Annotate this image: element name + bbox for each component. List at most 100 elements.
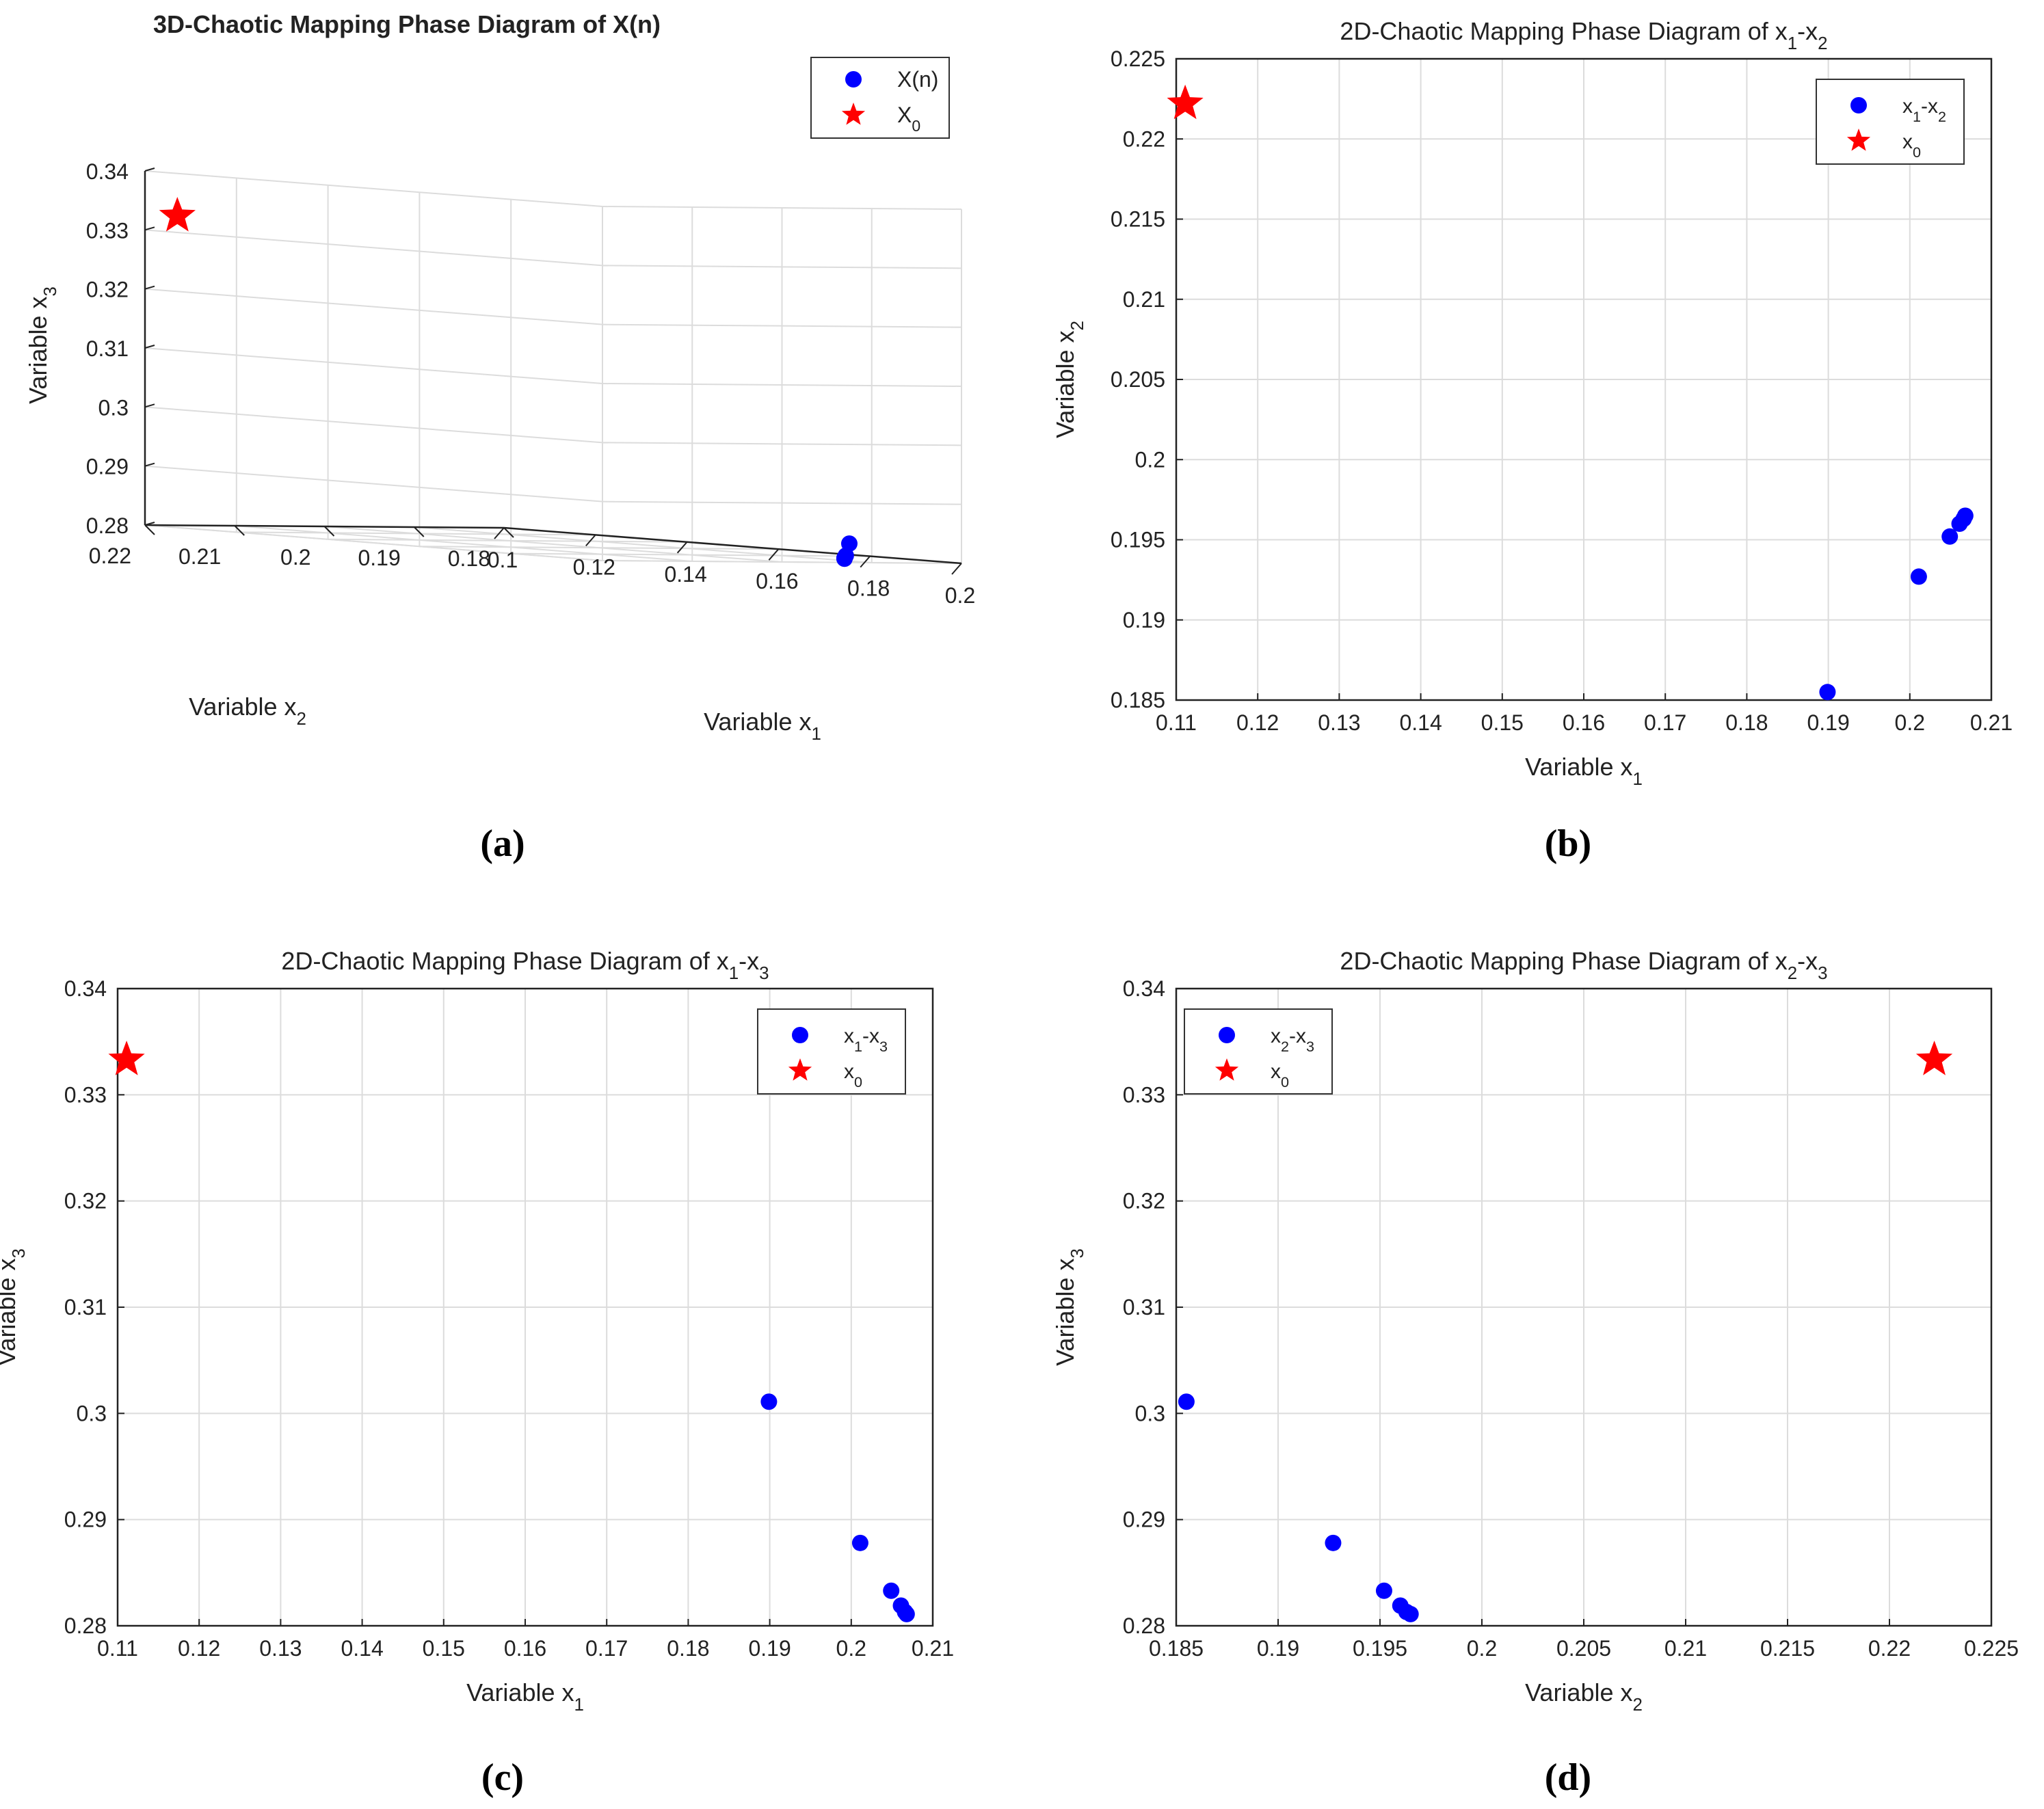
panel-a-x-tick [860,555,871,568]
panel-c-data-point [898,1605,915,1622]
panel-c-y-tick-label: 0.3 [77,1401,107,1425]
panel-b-x-tick-label: 0.21 [1970,710,2013,735]
panel-c-y-tick-label: 0.32 [64,1189,107,1214]
panel-a-legend-label-1: X0 [897,103,920,135]
panel-a-z-tick-label: 0.29 [86,455,129,479]
panel-b-x-tick-label: 0.18 [1725,710,1768,735]
panel-a-x-tick [951,563,962,575]
panel-d-legend-dot-marker [1219,1027,1235,1043]
panel-a-y-tick-label: 0.22 [89,544,131,568]
panel-c-legend-dot-marker [792,1027,808,1043]
panel-d-y-tick-label: 0.29 [1123,1508,1165,1532]
panel-c-y-axis-label: Variable x3 [0,1248,29,1366]
panel-a-y-tick-label: 0.19 [358,546,400,570]
panel-a-side-wall-gridline [602,206,962,210]
panel-a-z-tick-label: 0.3 [98,395,129,420]
panel-a-3d-chart: 0.1 0.12 0.14 0.16 0.18 0.2 0.18 0.19 0.2 0.21 0.2… [24,10,975,744]
panel-a-x-tick-label: 0.14 [664,562,706,587]
panel-c-legend-label-1: x0 [844,1060,862,1090]
panel-a-back-wall-gridline [144,347,603,384]
panel-c-axes-box [116,987,934,1627]
panel-c-x-axis-label: Variable x1 [466,1678,584,1715]
panel-a-back-wall-gridline [144,170,603,207]
panel-c-y-tick-label: 0.29 [64,1508,107,1532]
panel-a-legend-star-marker [841,103,866,125]
panel-c-x-tick-label: 0.21 [912,1636,954,1661]
panel-d-y-tick-label: 0.34 [1123,976,1165,1001]
panel-a-y-tick [323,526,335,537]
panel-b-x-tick-label: 0.2 [1895,710,1925,735]
panel-b-x-tick-label: 0.19 [1807,710,1849,735]
panel-c-data-point [883,1582,900,1599]
panel-b-x-tick-label: 0.14 [1399,710,1442,735]
panel-a-z-tick [144,522,155,526]
panel-b-x-tick-label: 0.12 [1236,710,1279,735]
panel-b-data-point [1910,568,1927,585]
panel-d-x-tick-label: 0.19 [1257,1636,1299,1661]
panel-c-x-tick-label: 0.2 [836,1636,866,1661]
panel-d-legend-label-0: x2-x3 [1271,1025,1314,1055]
panel-b-y-tick-label: 0.215 [1111,207,1165,232]
panel-a-z-tick [144,462,155,467]
panel-c-x-tick-label: 0.14 [341,1636,383,1661]
panel-d-x0-star [1915,1041,1953,1075]
panel-d-legend-star-marker [1215,1058,1239,1081]
panel-a-x-tick [585,534,596,547]
panel-a-side-wall-gridline [602,383,962,387]
panel-c-y-tick-label: 0.34 [64,976,107,1001]
panel-b-data-point [1956,507,1974,524]
panel-b-y-tick-label: 0.195 [1111,528,1165,552]
panel-a-z-tick [144,345,155,349]
panel-a-title: 3D-Chaotic Mapping Phase Diagram of X(n) [153,10,661,38]
panel-a-side-wall-gridline [602,500,962,505]
panel-b-title: 2D-Chaotic Mapping Phase Diagram of x1-x… [1340,17,1827,53]
panel-a-y-tick-label: 0.21 [178,544,221,569]
panel-a-z-tick-label: 0.33 [86,218,129,243]
panel-a-side-wall-gridline [602,560,962,564]
panel-a-back-wall-gridline [144,406,603,444]
panel-d-legend-box [1184,1008,1333,1095]
panel-d-data-point [1325,1534,1342,1551]
panel-c-data-point [760,1393,778,1410]
panel-a-z-tick [144,168,155,172]
panel-c-legend-star-marker [788,1058,812,1081]
panel-c-legend-box [757,1008,906,1095]
panel-a-floor-gridline [414,526,872,563]
panel-b-chart: 0.11 0.12 0.13 0.14 0.15 0.16 0.17 0.18 0.19 0.2 0… [1051,17,2013,789]
panel-d-legend-label-1: x0 [1271,1060,1289,1090]
panel-b-x-tick-label: 0.11 [1156,710,1197,735]
panel-b-y-tick-label: 0.225 [1111,46,1165,71]
panel-b-x-tick-label: 0.13 [1318,710,1360,735]
panel-b-x-axis-label: Variable x1 [1525,753,1643,789]
panel-a-back-wall-gridline [144,524,603,561]
panel-d-title: 2D-Chaotic Mapping Phase Diagram of x2-x… [1340,947,1827,983]
panel-b-x-tick-label: 0.15 [1481,710,1524,735]
panel-a-legend-dot-marker [845,71,862,88]
panel-b-legend-label-1: x0 [1902,131,1921,161]
panel-a-x-tick-label: 0.16 [756,569,798,593]
panel-d-y-tick-label: 0.32 [1123,1189,1165,1214]
panel-b-y-tick-label: 0.185 [1111,688,1165,712]
panel-c-x0-star [108,1041,145,1075]
panel-d-x-tick-label: 0.21 [1664,1636,1707,1661]
panel-a-y-tick [144,524,155,535]
panel-c-x-tick-label: 0.12 [178,1636,220,1661]
panel-d-y-tick-label: 0.33 [1123,1082,1165,1107]
panel-c-x-tick-label: 0.18 [667,1636,709,1661]
panel-a-x-tick [768,548,780,561]
panel-d-data-point [1178,1393,1195,1410]
panel-d-x-axis-label: Variable x2 [1525,1678,1643,1715]
panel-a-z-tick-label: 0.34 [86,159,129,184]
panel-c-x-tick-label: 0.15 [423,1636,465,1661]
panel-d-x-tick-label: 0.195 [1353,1636,1407,1661]
panel-d-x-tick-label: 0.225 [1964,1636,2019,1661]
caption-c: (c) [481,1756,524,1799]
panel-c-legend-label-0: x1-x3 [844,1025,888,1055]
panel-c-y-tick-label: 0.31 [64,1295,107,1319]
panel-a-y-tick [503,527,514,538]
panel-d-chart: 0.185 0.19 0.195 0.2 0.205 0.21 0.215 0.22 0.225… [1051,947,2019,1715]
panel-d-x-tick-label: 0.215 [1760,1636,1815,1661]
panel-b-y-axis-label: Variable x2 [1051,321,1087,438]
panel-a-floor-gridline [235,525,693,562]
